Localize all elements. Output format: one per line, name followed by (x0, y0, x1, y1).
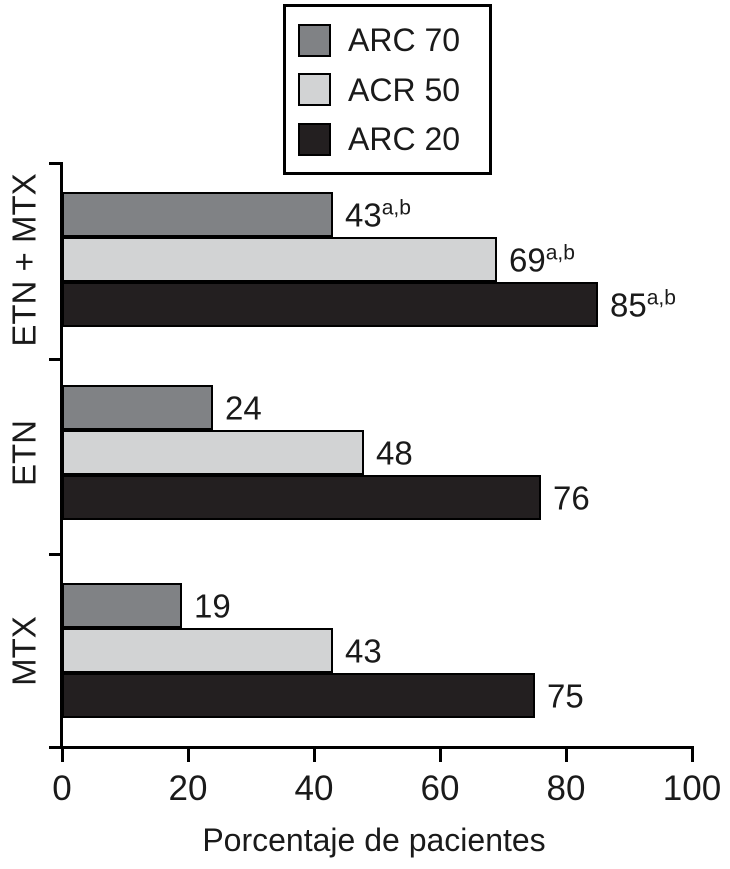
x-axis-tick (312, 749, 316, 762)
bar-acr-50-mtx (62, 628, 333, 673)
y-category-label-etn: ETN (5, 419, 43, 486)
y-category-label-mtx: MTX (5, 615, 43, 686)
x-axis-tick (438, 749, 442, 762)
legend-swatch-arc-20 (298, 122, 331, 156)
bar-acr-50-etn-mtx (62, 237, 497, 282)
legend-label: ARC 20 (348, 121, 461, 157)
legend-item-arc-70: ARC 70 (298, 22, 489, 58)
x-tick-label: 80 (546, 769, 586, 808)
bar-arc-70-mtx (62, 583, 182, 628)
legend-swatch-acr-50 (298, 73, 331, 106)
bar-value-label: 19 (194, 587, 231, 624)
bar-value-label: 48 (376, 434, 413, 471)
bar-value-label: 85a,b (610, 286, 676, 323)
x-tick-label: 60 (420, 769, 460, 808)
bar-value-label: 43 (345, 632, 382, 669)
bar-value-label: 24 (225, 389, 262, 426)
bar-value-label: 43a,b (345, 196, 411, 233)
x-tick-label: 40 (294, 769, 334, 808)
bar-value-label: 69a,b (509, 241, 575, 278)
y-axis-tick (49, 162, 62, 165)
bar-arc-20-etn-mtx (62, 282, 598, 327)
x-axis-tick (564, 749, 568, 762)
bar-arc-70-etn-mtx (62, 192, 333, 237)
bar-acr-50-etn (62, 430, 364, 475)
legend-label: ACR 50 (348, 71, 461, 108)
bar-value-label: 75 (547, 677, 584, 714)
x-tick-label: 0 (52, 769, 72, 808)
x-axis-line (49, 746, 694, 749)
x-axis-tick (186, 749, 190, 762)
legend-label: ARC 70 (348, 22, 461, 58)
x-tick-label: 20 (168, 769, 208, 808)
legend-swatch-arc-70 (298, 23, 331, 57)
y-axis-line (60, 162, 63, 748)
chart-legend: ARC 70 ACR 50 ARC 20 (283, 4, 492, 175)
legend-item-acr-50: ACR 50 (298, 73, 489, 106)
x-axis-tick (60, 749, 64, 762)
x-tick-label: 100 (662, 769, 722, 808)
bar-arc-20-etn (62, 475, 541, 520)
bar-value-label: 76 (553, 479, 590, 516)
x-axis-title: Porcentaje de pacientes (202, 822, 546, 858)
y-category-label-etn-mtx: ETN + MTX (5, 172, 43, 347)
y-axis-tick (49, 553, 62, 556)
y-axis-tick (49, 358, 62, 361)
bar-arc-70-etn (62, 385, 213, 430)
x-axis-tick (690, 749, 694, 762)
bar-arc-20-mtx (62, 673, 535, 718)
legend-item-arc-20: ARC 20 (298, 121, 489, 157)
